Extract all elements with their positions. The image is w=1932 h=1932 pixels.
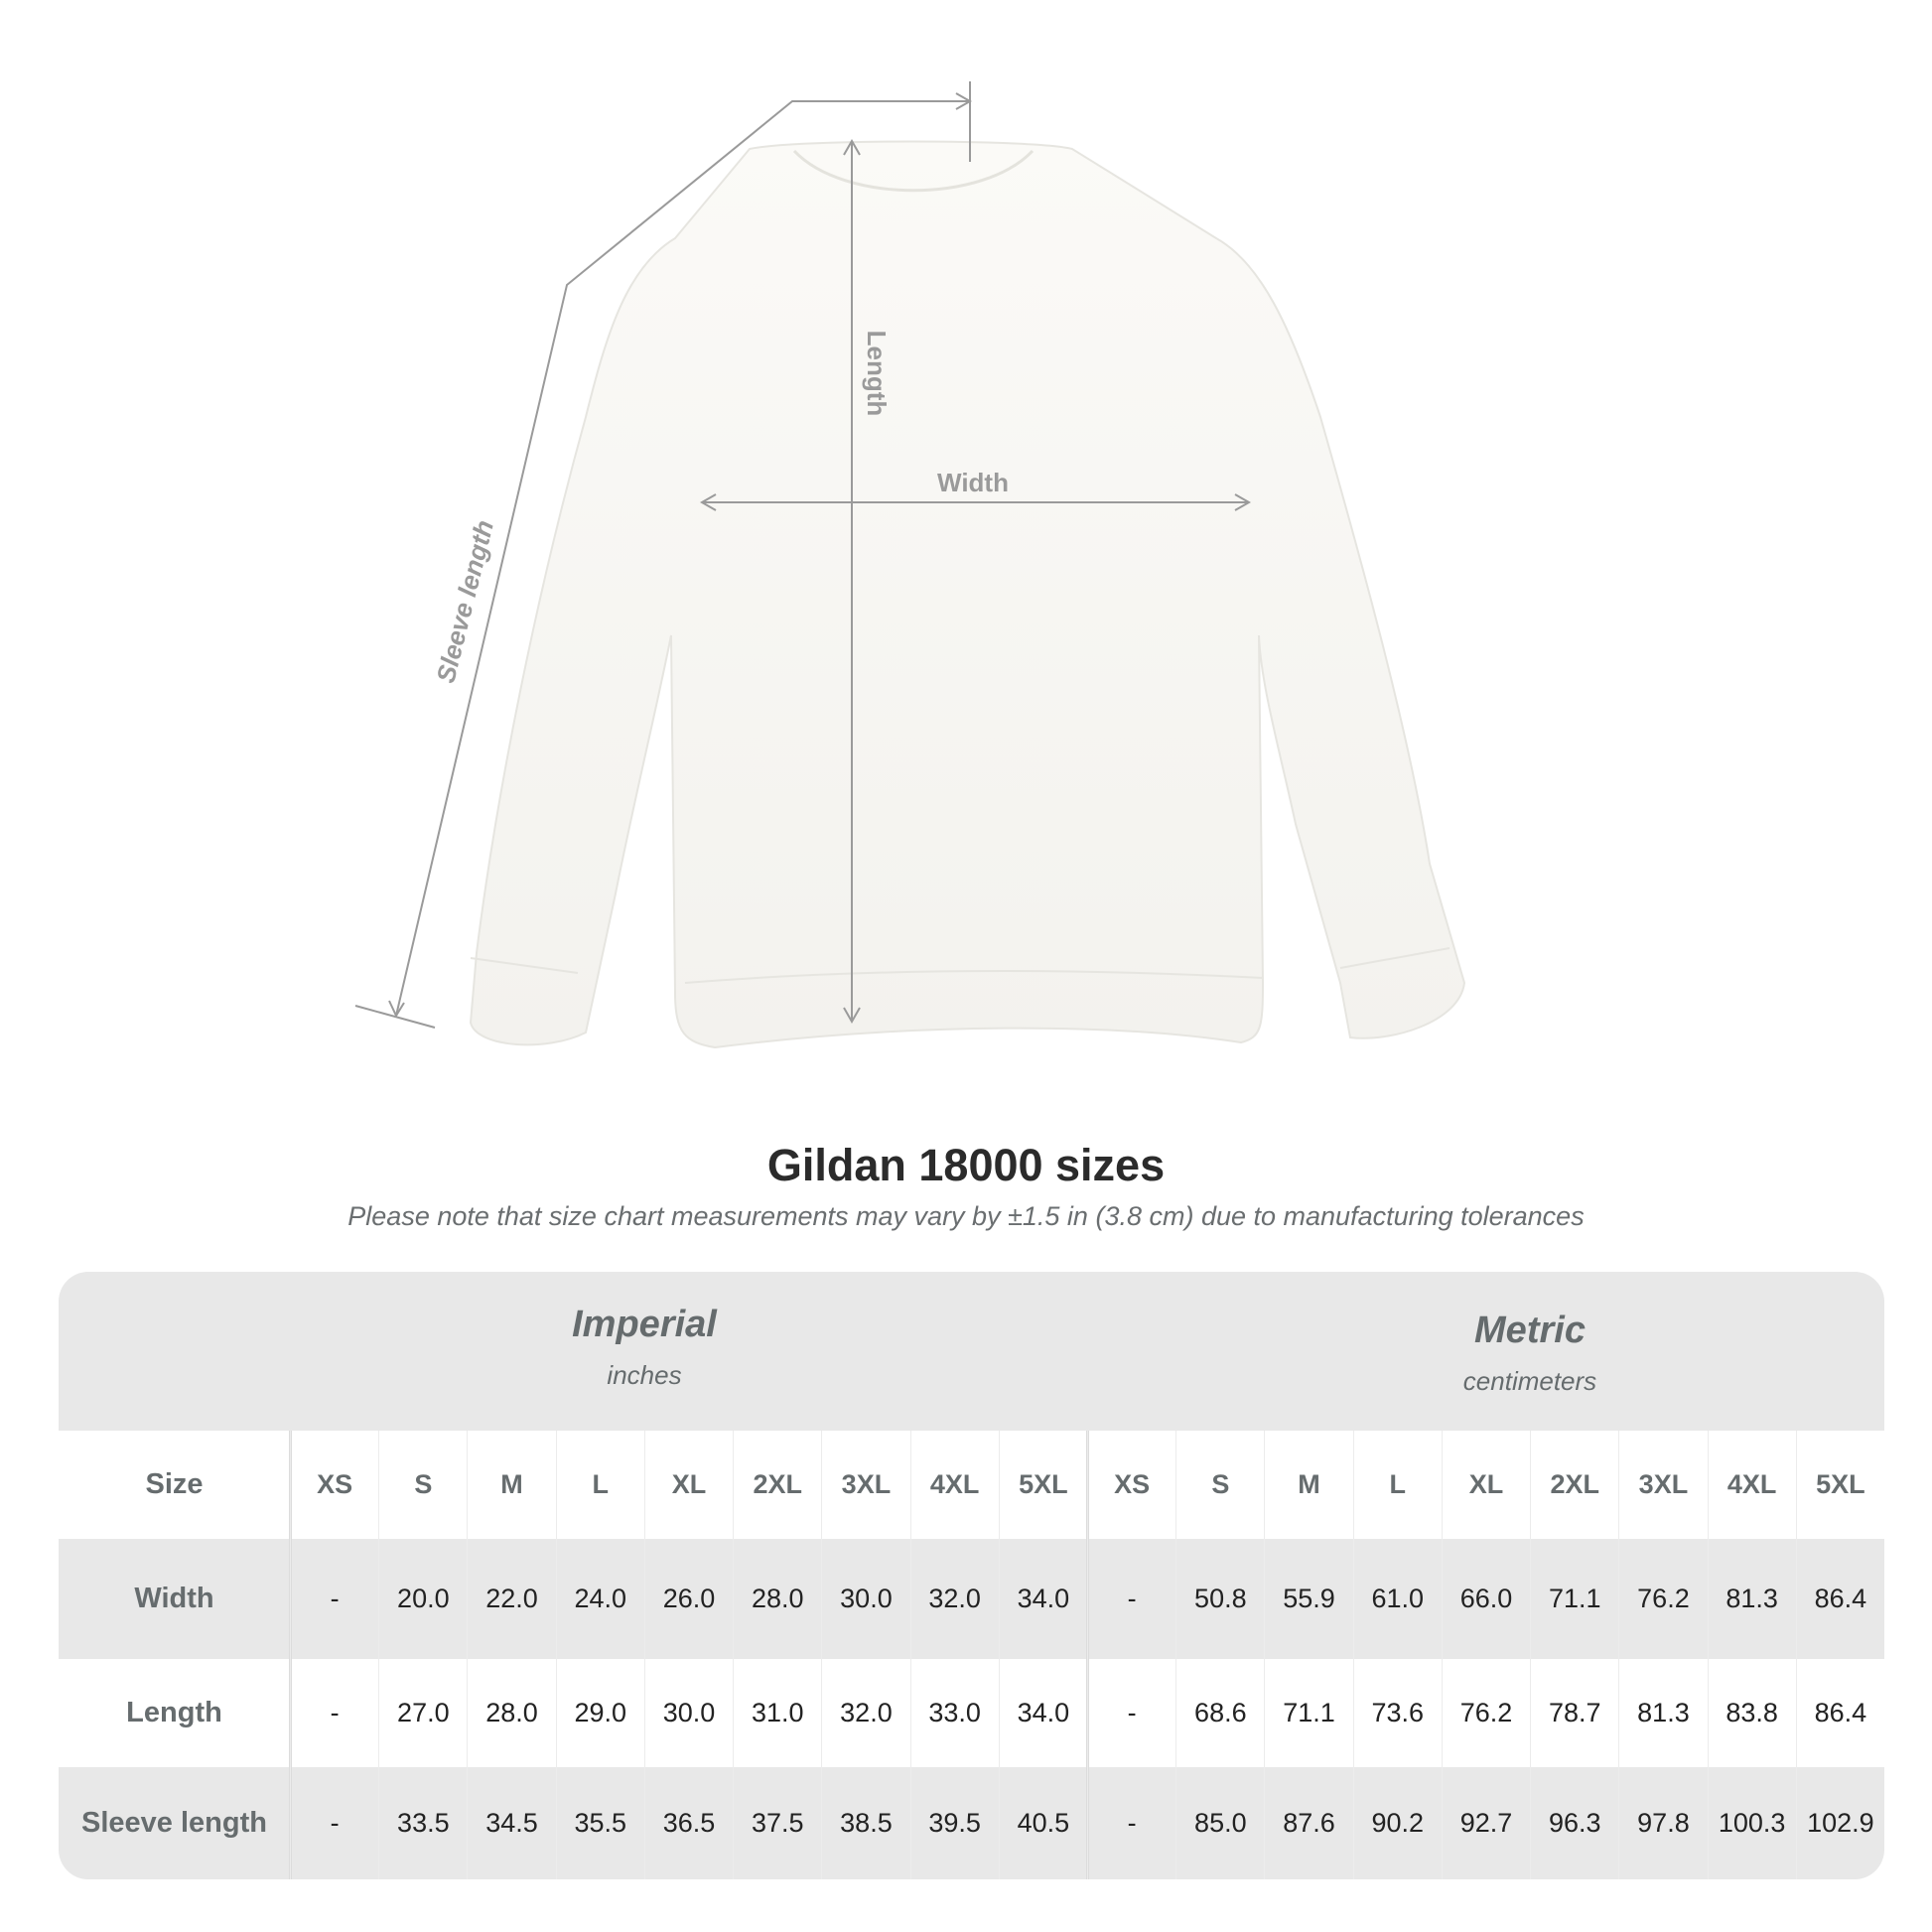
- size-header-label: Size: [145, 1468, 204, 1500]
- metric-size-header: 4XL: [1707, 1431, 1796, 1539]
- metric-value-cell: -: [1087, 1539, 1175, 1659]
- imperial-value-cell: 38.5: [821, 1767, 909, 1879]
- metric-unit: centimeters: [1462, 1366, 1597, 1396]
- imperial-unit: inches: [607, 1360, 682, 1390]
- metric-value-cell: 86.4: [1795, 1659, 1884, 1767]
- imperial-value-cell: 28.0: [733, 1539, 821, 1659]
- imperial-value-cell: 34.0: [998, 1659, 1087, 1767]
- metric-value-cell: 71.1: [1264, 1659, 1352, 1767]
- tolerance-note: Please note that size chart measurements…: [347, 1201, 1585, 1231]
- imperial-value-cell: 31.0: [733, 1659, 821, 1767]
- row-band: [59, 1539, 1884, 1659]
- sweatshirt-diagram: Length Width Sleeve length: [354, 81, 1466, 1049]
- metric-value-cell: 86.4: [1795, 1539, 1884, 1659]
- metric-title: Metric: [1474, 1310, 1586, 1351]
- imperial-value-cell: 29.0: [555, 1659, 644, 1767]
- imperial-value-cell: 27.0: [378, 1659, 467, 1767]
- metric-value-cell: 68.6: [1175, 1659, 1264, 1767]
- row-label: Length: [126, 1697, 222, 1728]
- imperial-value-cell: -: [290, 1659, 378, 1767]
- metric-value-cell: 92.7: [1441, 1767, 1530, 1879]
- metric-value-cell: 81.3: [1618, 1659, 1707, 1767]
- metric-size-header: 2XL: [1530, 1431, 1618, 1539]
- imperial-size-header: 5XL: [998, 1431, 1087, 1539]
- metric-value-cell: 97.8: [1618, 1767, 1707, 1879]
- sweatshirt-illustration: [469, 140, 1466, 1049]
- metric-value-cell: 90.2: [1352, 1767, 1442, 1879]
- metric-value-cell: -: [1087, 1767, 1175, 1879]
- page-title: Gildan 18000 sizes: [766, 1140, 1166, 1190]
- row-label: Sleeve length: [81, 1807, 267, 1839]
- imperial-value-cell: 30.0: [821, 1539, 909, 1659]
- header-band: [59, 1272, 1884, 1431]
- metric-size-header: XS: [1087, 1431, 1175, 1539]
- imperial-size-header: XS: [290, 1431, 378, 1539]
- imperial-value-cell: 26.0: [643, 1539, 733, 1659]
- metric-size-header: L: [1352, 1431, 1442, 1539]
- metric-value-cell: 102.9: [1795, 1767, 1884, 1879]
- imperial-size-header: S: [378, 1431, 467, 1539]
- measurement-lines: [354, 81, 1252, 1029]
- metric-size-header: M: [1264, 1431, 1352, 1539]
- metric-value-cell: 76.2: [1441, 1659, 1530, 1767]
- metric-value-cell: 87.6: [1264, 1767, 1352, 1879]
- imperial-value-cell: 35.5: [555, 1767, 644, 1879]
- metric-size-header: XL: [1441, 1431, 1530, 1539]
- metric-value-cell: 66.0: [1441, 1539, 1530, 1659]
- imperial-value-cell: -: [290, 1539, 378, 1659]
- metric-size-header: 5XL: [1795, 1431, 1884, 1539]
- imperial-value-cell: 24.0: [555, 1539, 644, 1659]
- imperial-size-header: M: [467, 1431, 555, 1539]
- imperial-header: Imperial inches: [290, 1304, 999, 1391]
- metric-size-header: 3XL: [1618, 1431, 1707, 1539]
- metric-value-cell: 83.8: [1707, 1659, 1796, 1767]
- row-label: Width: [134, 1583, 214, 1614]
- imperial-title: Imperial: [572, 1304, 717, 1345]
- imperial-size-header: 2XL: [733, 1431, 821, 1539]
- imperial-value-cell: 39.5: [909, 1767, 999, 1879]
- imperial-value-cell: 34.0: [998, 1539, 1087, 1659]
- metric-value-cell: 73.6: [1352, 1659, 1442, 1767]
- imperial-size-header: 4XL: [909, 1431, 999, 1539]
- metric-value-cell: 61.0: [1352, 1539, 1442, 1659]
- imperial-value-cell: 20.0: [378, 1539, 467, 1659]
- imperial-value-cell: 33.0: [909, 1659, 999, 1767]
- imperial-size-header: 3XL: [821, 1431, 909, 1539]
- metric-value-cell: 96.3: [1530, 1767, 1618, 1879]
- metric-value-cell: -: [1087, 1659, 1175, 1767]
- imperial-value-cell: 32.0: [909, 1539, 999, 1659]
- imperial-value-cell: 37.5: [733, 1767, 821, 1879]
- imperial-value-cell: 32.0: [821, 1659, 909, 1767]
- imperial-value-cell: 36.5: [643, 1767, 733, 1879]
- imperial-value-cell: 30.0: [643, 1659, 733, 1767]
- imperial-value-cell: 34.5: [467, 1767, 555, 1879]
- length-label: Length: [862, 331, 892, 417]
- imperial-size-header: L: [555, 1431, 644, 1539]
- imperial-value-cell: 40.5: [998, 1767, 1087, 1879]
- imperial-value-cell: -: [290, 1767, 378, 1879]
- metric-value-cell: 71.1: [1530, 1539, 1618, 1659]
- size-table: Imperial inches Metric centimeters Size X…: [59, 1272, 1884, 1879]
- metric-value-cell: 78.7: [1530, 1659, 1618, 1767]
- metric-value-cell: 55.9: [1264, 1539, 1352, 1659]
- width-label: Width: [937, 468, 1009, 497]
- imperial-value-cell: 28.0: [467, 1659, 555, 1767]
- metric-value-cell: 50.8: [1175, 1539, 1264, 1659]
- metric-value-cell: 76.2: [1618, 1539, 1707, 1659]
- metric-value-cell: 81.3: [1707, 1539, 1796, 1659]
- row-band: [59, 1767, 1884, 1879]
- metric-value-cell: 85.0: [1175, 1767, 1264, 1879]
- imperial-value-cell: 33.5: [378, 1767, 467, 1879]
- metric-header: Metric centimeters: [1175, 1310, 1884, 1397]
- sleeve-length-label: Sleeve length: [430, 517, 499, 686]
- metric-size-header: S: [1175, 1431, 1264, 1539]
- metric-value-cell: 100.3: [1707, 1767, 1796, 1879]
- imperial-value-cell: 22.0: [467, 1539, 555, 1659]
- imperial-size-header: XL: [643, 1431, 733, 1539]
- sleeve-length-line: [395, 100, 970, 1017]
